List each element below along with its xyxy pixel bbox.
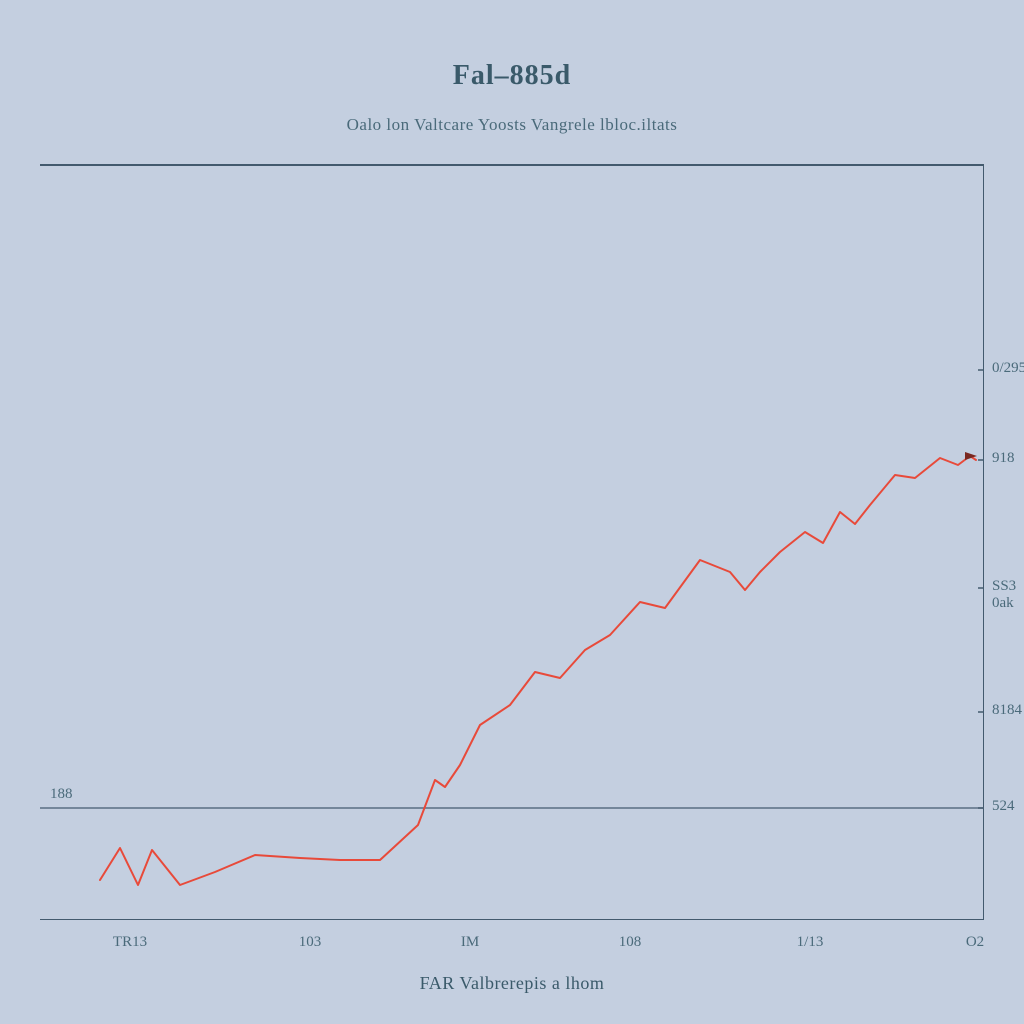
x-tick-label: IM — [461, 934, 479, 951]
chart-title: Fal–885d — [0, 60, 1024, 92]
x-tick-label: TR13 — [113, 934, 147, 951]
chart-subtitle: Oalo lon Valtcare Yoosts Vangrele lbloc.… — [0, 115, 1024, 135]
y-tick-left: 188 — [50, 786, 73, 803]
x-tick-label: O2 — [966, 934, 984, 951]
y-tick-right: 918 — [992, 450, 1015, 467]
x-tick-label: 108 — [619, 934, 642, 951]
y-tick-right: 524 — [992, 798, 1015, 815]
y-tick-right: 8184 — [992, 702, 1022, 719]
plot-svg — [40, 160, 984, 920]
y-tick-right: SS3 0ak — [992, 578, 1024, 612]
x-tick-label: 1/13 — [797, 934, 824, 951]
y-tick-right: 0/295 — [992, 360, 1024, 377]
plot-area — [40, 160, 984, 920]
chart-container: Fal–885d Oalo lon Valtcare Yoosts Vangre… — [0, 0, 1024, 1024]
x-tick-label: 103 — [299, 934, 322, 951]
x-axis-label: FAR Valbrerepis a lhom — [0, 973, 1024, 994]
